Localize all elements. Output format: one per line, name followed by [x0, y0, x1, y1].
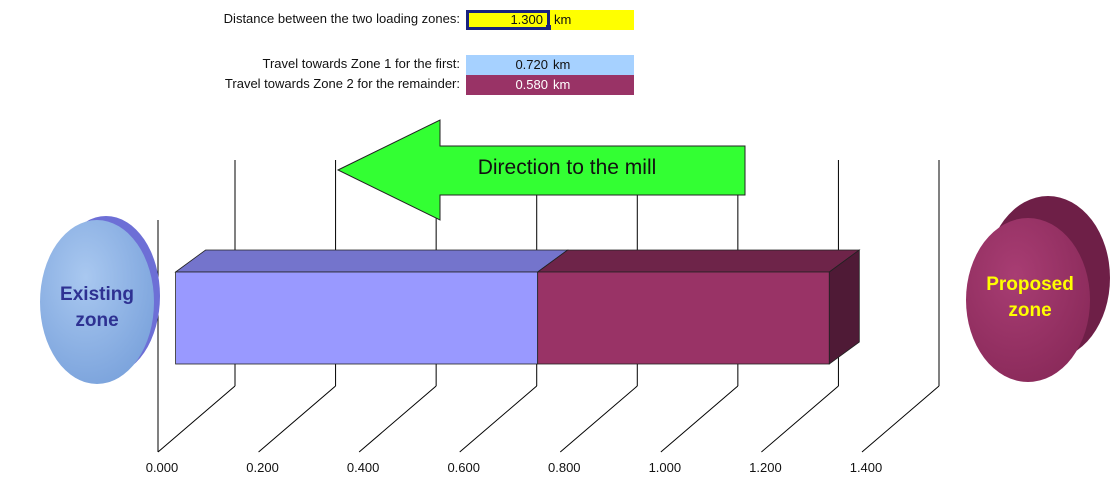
x-tick-label: 0.800	[548, 460, 581, 475]
floor-gridline	[258, 385, 336, 453]
zone1-unit: km	[553, 57, 571, 72]
floor-gridline	[358, 385, 437, 453]
x-tick-label: 1.400	[850, 460, 883, 475]
x-tick-label: 1.000	[649, 460, 682, 475]
x-tick-label: 0.000	[146, 460, 179, 475]
x-tick-label: 0.600	[447, 460, 480, 475]
proposed-zone-disc	[966, 196, 1110, 382]
x-tick-label: 0.200	[246, 460, 279, 475]
floor-gridline	[761, 385, 839, 453]
bar-top-2	[536, 249, 861, 273]
distance-input[interactable]: 1.300	[466, 10, 550, 30]
floor-gridline	[157, 385, 236, 453]
bar-segment-2	[537, 271, 830, 365]
zone1-label: Travel towards Zone 1 for the first:	[262, 56, 460, 71]
x-tick-label: 0.400	[347, 460, 380, 475]
proposed-zone-label: Proposed zone	[986, 274, 1074, 321]
bar-side	[828, 249, 860, 365]
direction-label: Direction to the mill	[478, 156, 657, 179]
floor-gridline	[861, 385, 940, 453]
zone2-unit: km	[553, 77, 571, 92]
zone1-value: 0.720	[515, 57, 548, 72]
zone1-cell: 0.720 km	[466, 55, 634, 75]
floor-gridline	[660, 385, 739, 453]
existing-zone-disc	[40, 216, 160, 384]
distance-label: Distance between the two loading zones:	[223, 11, 460, 26]
zone2-cell: 0.580 km	[466, 75, 634, 95]
distance-unit: km	[554, 12, 572, 27]
bar-top-1	[174, 249, 569, 273]
zone2-label: Travel towards Zone 2 for the remainder:	[224, 76, 460, 91]
existing-zone-label: Existing zone	[60, 284, 134, 331]
x-tick-label: 1.200	[749, 460, 782, 475]
distance-input-cell[interactable]: 1.300 km	[466, 10, 634, 30]
bar-segment-1	[175, 271, 539, 365]
zone2-value: 0.580	[515, 77, 548, 92]
cell-fill-handle[interactable]	[546, 25, 551, 30]
floor-gridline	[559, 385, 638, 453]
direction-arrow	[336, 119, 746, 221]
floor-gridline	[459, 385, 538, 453]
